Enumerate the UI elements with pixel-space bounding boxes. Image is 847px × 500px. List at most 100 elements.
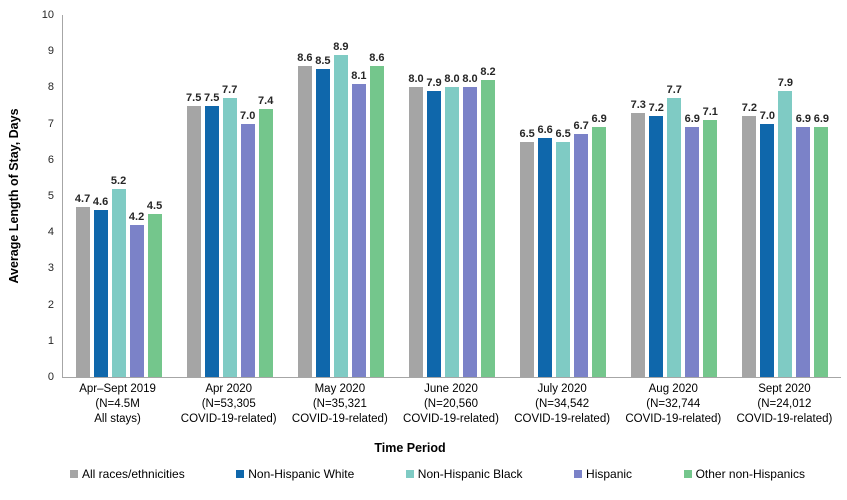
legend-swatch (405, 470, 414, 478)
bar: 7.0 (760, 110, 775, 377)
bar-value-label: 6.9 (795, 113, 812, 126)
bar-group: 7.2 7.0 7.9 6.9 6.9 (730, 15, 841, 377)
bar: 6.7 (573, 120, 589, 377)
bar: 5.2 (111, 175, 126, 377)
bar: 7.7 (667, 84, 682, 377)
legend-swatch (70, 470, 78, 478)
bar-value-label: 6.5 (555, 127, 571, 140)
bar-value-label: 4.2 (128, 210, 145, 223)
category-label: May 2020 (N=35,321 COVID-19-related) (291, 383, 388, 425)
y-axis-title: Average Length of Stay, Days (7, 108, 21, 284)
bar: 7.0 (240, 110, 255, 377)
bar-value-label: 7.7 (222, 84, 238, 97)
bar-value-label: 7.5 (186, 91, 202, 104)
bar: 8.9 (333, 41, 348, 377)
bar: 6.9 (591, 113, 607, 377)
legend-swatch (574, 470, 583, 478)
plot-area: 4.7 4.6 5.2 4.2 4.5 7.5 7.5 7.7 7.0 7.4 8.6 8.5 8.9 8… (62, 15, 841, 378)
bar-value-label: 7.9 (426, 77, 442, 90)
bar: 6.5 (555, 128, 571, 377)
bar: 7.2 (649, 102, 664, 377)
y-tick-label: 0 (47, 371, 54, 383)
bar: 7.7 (222, 84, 237, 377)
bar-value-label: 8.1 (351, 69, 367, 82)
bar: 6.5 (519, 128, 535, 377)
y-tick-label: 7 (47, 117, 54, 130)
bar: 7.5 (186, 92, 201, 377)
category-label: Aug 2020 (N=32,744 COVID-19-related) (625, 383, 722, 425)
y-tick-label: 8 (47, 81, 54, 94)
bar-value-label: 6.9 (684, 113, 700, 126)
bar-value-label: 8.0 (408, 73, 424, 86)
bar-value-label: 4.7 (74, 192, 91, 205)
bar-value-label: 8.2 (480, 66, 496, 79)
x-axis-title: Time Period (374, 441, 446, 455)
x-axis-category-labels: Apr–Sept 2019 (N=4.5M All stays) Apr 2020 (N… (62, 382, 840, 427)
bar-group: 8.0 7.9 8.0 8.0 8.2 (396, 15, 507, 377)
bar-value-label: 4.5 (146, 200, 163, 213)
legend-label: Non-Hispanic Black (417, 467, 523, 481)
bar-value-label: 8.6 (369, 51, 385, 64)
bar-group: 7.5 7.5 7.7 7.0 7.4 (174, 15, 285, 377)
bar-value-label: 6.9 (813, 113, 830, 126)
legend-item: All races/ethnicities (70, 467, 185, 481)
bar-value-label: 6.6 (537, 124, 553, 137)
bar: 7.5 (204, 92, 219, 377)
bar-value-label: 7.2 (648, 102, 664, 115)
y-tick-label: 10 (41, 9, 54, 21)
legend-swatch (683, 470, 692, 478)
bar-group: 6.5 6.6 6.5 6.7 6.9 (508, 15, 619, 377)
bar: 8.0 (462, 73, 478, 377)
legend-item: Non-Hispanic Black (405, 467, 523, 481)
bar: 6.9 (685, 113, 700, 377)
bar: 4.2 (129, 211, 144, 377)
bar: 8.2 (480, 66, 496, 377)
category-label: June 2020 (N=20,560 COVID-19-related) (403, 383, 499, 425)
bar-value-label: 7.0 (759, 109, 776, 122)
bar-value-label: 7.7 (666, 84, 682, 97)
bar: 7.4 (258, 95, 273, 377)
bar: 7.1 (703, 106, 718, 377)
bar: 7.9 (426, 77, 442, 377)
legend-item: Non-Hispanic White (236, 467, 354, 481)
legend-label: Non-Hispanic White (248, 467, 355, 481)
bar-value-label: 8.0 (462, 73, 478, 86)
y-tick-label: 9 (47, 45, 54, 58)
bar-group: 8.6 8.5 8.9 8.1 8.6 (285, 15, 396, 377)
bar-value-label: 8.0 (444, 73, 460, 86)
y-tick-label: 3 (47, 262, 54, 275)
bar-value-label: 7.0 (240, 109, 256, 122)
bar: 8.1 (351, 70, 366, 377)
bar: 4.5 (147, 200, 162, 377)
bar: 8.0 (444, 73, 460, 377)
category-label: Sept 2020 (N=24,012 COVID-19-related) (736, 383, 833, 425)
bar: 6.9 (796, 113, 811, 377)
legend: All races/ethnicities Non-Hispanic White N… (70, 467, 805, 481)
bar: 7.9 (778, 77, 793, 377)
legend-label: All races/ethnicities (82, 467, 185, 481)
bar-group: 4.7 4.6 5.2 4.2 4.5 (63, 15, 174, 377)
category-label: Apr–Sept 2019 (N=4.5M All stays) (79, 383, 156, 425)
bar: 8.6 (369, 52, 384, 377)
y-tick-label: 4 (47, 226, 54, 239)
legend-swatch (236, 470, 245, 478)
legend-label: Other non-Hispanics (695, 467, 805, 481)
bar-value-label: 7.5 (204, 91, 220, 104)
bar: 6.9 (814, 113, 829, 377)
bar-value-label: 6.7 (573, 120, 589, 133)
bar-value-label: 8.6 (297, 51, 313, 64)
bar-value-label: 6.5 (519, 127, 535, 140)
bar: 7.3 (631, 99, 646, 377)
bar-group: 7.3 7.2 7.7 6.9 7.1 (619, 15, 730, 377)
bar: 8.6 (297, 52, 312, 377)
category-label: July 2020 (N=34,542 COVID-19-related) (514, 383, 611, 425)
legend-item: Other non-Hispanics (683, 467, 805, 481)
bar-value-label: 8.9 (333, 40, 349, 53)
bar-value-label: 4.6 (92, 196, 109, 209)
legend-item: Hispanic (574, 467, 632, 481)
bar-value-label: 7.1 (702, 105, 718, 118)
bar-value-label: 5.2 (110, 174, 127, 187)
bar: 4.7 (75, 193, 90, 377)
bar-value-label: 7.9 (777, 77, 794, 90)
bar: 7.2 (742, 102, 757, 377)
